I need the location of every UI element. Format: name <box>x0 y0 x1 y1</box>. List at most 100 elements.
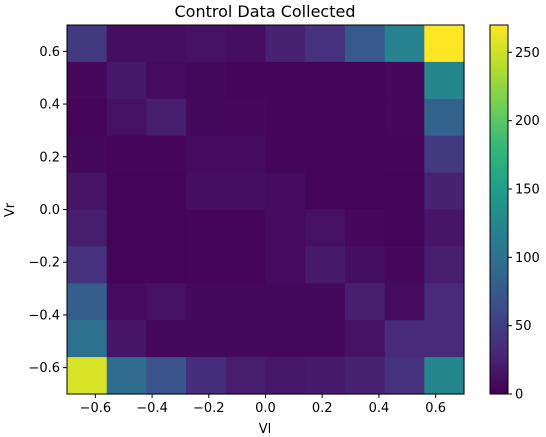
heatmap-cell <box>305 172 346 211</box>
heatmap-cell <box>225 61 267 100</box>
x-tick-label: 0.6 <box>425 401 446 416</box>
heatmap-cell <box>186 25 227 63</box>
heatmap-cell <box>186 283 227 321</box>
heatmap-cell <box>106 25 147 63</box>
heatmap-cell <box>106 357 147 395</box>
heatmap-cell <box>344 357 386 395</box>
heatmap-cell <box>106 98 147 137</box>
heatmap-cell <box>186 135 227 174</box>
heatmap-cell <box>225 320 267 358</box>
heatmap-cell <box>305 209 346 247</box>
heatmap-cell <box>67 25 108 63</box>
heatmap-cell <box>106 172 147 211</box>
heatmap-cell <box>265 283 306 321</box>
heatmap-cells <box>67 25 465 395</box>
heatmap-cell <box>384 98 425 137</box>
y-tick-label: 0.4 <box>39 98 60 113</box>
heatmap-cell <box>265 61 306 100</box>
y-tick-label: 0.6 <box>39 45 60 60</box>
heatmap-cell <box>265 135 306 174</box>
heatmap-cell <box>225 357 267 395</box>
heatmap-cell <box>67 209 108 247</box>
heatmap-cell <box>146 320 187 358</box>
heatmap-cell <box>384 283 425 321</box>
heatmap-cell <box>146 61 187 100</box>
heatmap-cell <box>67 357 108 395</box>
heatmap-cell <box>67 135 108 174</box>
heatmap-cell <box>186 98 227 137</box>
heatmap-cell <box>424 209 465 247</box>
heatmap-cell <box>424 283 465 321</box>
heatmap-cell <box>384 209 425 247</box>
heatmap-cell <box>424 357 465 395</box>
heatmap-cell <box>186 172 227 211</box>
heatmap-cell <box>424 320 465 358</box>
heatmap-cell <box>146 135 187 174</box>
x-tick-label: 0.2 <box>312 401 333 416</box>
heatmap-cell <box>265 98 306 137</box>
x-tick-label: −0.2 <box>193 401 225 416</box>
heatmap-cell <box>305 357 346 395</box>
heatmap-cell <box>344 98 386 137</box>
heatmap-cell <box>344 172 386 211</box>
heatmap-cell <box>67 98 108 137</box>
y-tick-label: −0.2 <box>28 256 60 271</box>
heatmap-cell <box>384 135 425 174</box>
heatmap-cell <box>225 246 267 284</box>
heatmap-cell <box>106 320 147 358</box>
heatmap-cell <box>305 246 346 284</box>
heatmap-cell <box>225 172 267 211</box>
colorbar <box>489 24 509 395</box>
x-axis-label: Vl <box>259 422 272 437</box>
heatmap-cell <box>186 320 227 358</box>
heatmap-cell <box>305 25 346 63</box>
colorbar-tick-label: 100 <box>515 251 540 266</box>
heatmap-cell <box>344 25 386 63</box>
y-tick-label: 0.0 <box>39 203 60 218</box>
heatmap-cell <box>186 246 227 284</box>
x-tick-label: 0.0 <box>255 401 276 416</box>
colorbar-tick-label: 200 <box>515 114 540 129</box>
heatmap-cell <box>344 209 386 247</box>
heatmap-cell <box>384 357 425 395</box>
heatmap-cell <box>146 283 187 321</box>
heatmap-cell <box>225 209 267 247</box>
heatmap-cell <box>67 283 108 321</box>
heatmap-cell <box>186 209 227 247</box>
heatmap-cell <box>305 320 346 358</box>
heatmap-cell <box>106 283 147 321</box>
heatmap-cell <box>106 246 147 284</box>
heatmap-cell <box>67 246 108 284</box>
heatmap-cell <box>305 61 346 100</box>
heatmap-cell <box>265 172 306 211</box>
y-tick-label: −0.6 <box>28 361 60 376</box>
heatmap-cell <box>424 25 465 63</box>
heatmap-cell <box>106 209 147 247</box>
y-axis-label: Vr <box>3 202 18 217</box>
chart-title: Control Data Collected <box>175 2 356 21</box>
x-tick-label: −0.4 <box>136 401 168 416</box>
y-tick-label: 0.2 <box>39 150 60 165</box>
heatmap-cell <box>424 98 465 137</box>
heatmap-cell <box>225 25 267 63</box>
heatmap-cell <box>265 246 306 284</box>
heatmap-cell <box>146 357 187 395</box>
colorbar-tick-label: 150 <box>515 183 540 198</box>
heatmap-cell <box>67 61 108 100</box>
heatmap-cell <box>424 61 465 100</box>
heatmap-cell <box>106 61 147 100</box>
colorbar-tick-label: 0 <box>515 388 523 403</box>
heatmap-cell <box>384 172 425 211</box>
heatmap-cell <box>146 172 187 211</box>
x-tick-label: −0.6 <box>80 401 112 416</box>
heatmap-cell <box>424 246 465 284</box>
heatmap-cell <box>305 283 346 321</box>
heatmap-cell <box>265 320 306 358</box>
heatmap-cell <box>344 135 386 174</box>
heatmap-cell <box>146 246 187 284</box>
heatmap-cell <box>305 135 346 174</box>
heatmap-cell <box>146 98 187 137</box>
heatmap-cell <box>344 61 386 100</box>
heatmap-cell <box>384 320 425 358</box>
